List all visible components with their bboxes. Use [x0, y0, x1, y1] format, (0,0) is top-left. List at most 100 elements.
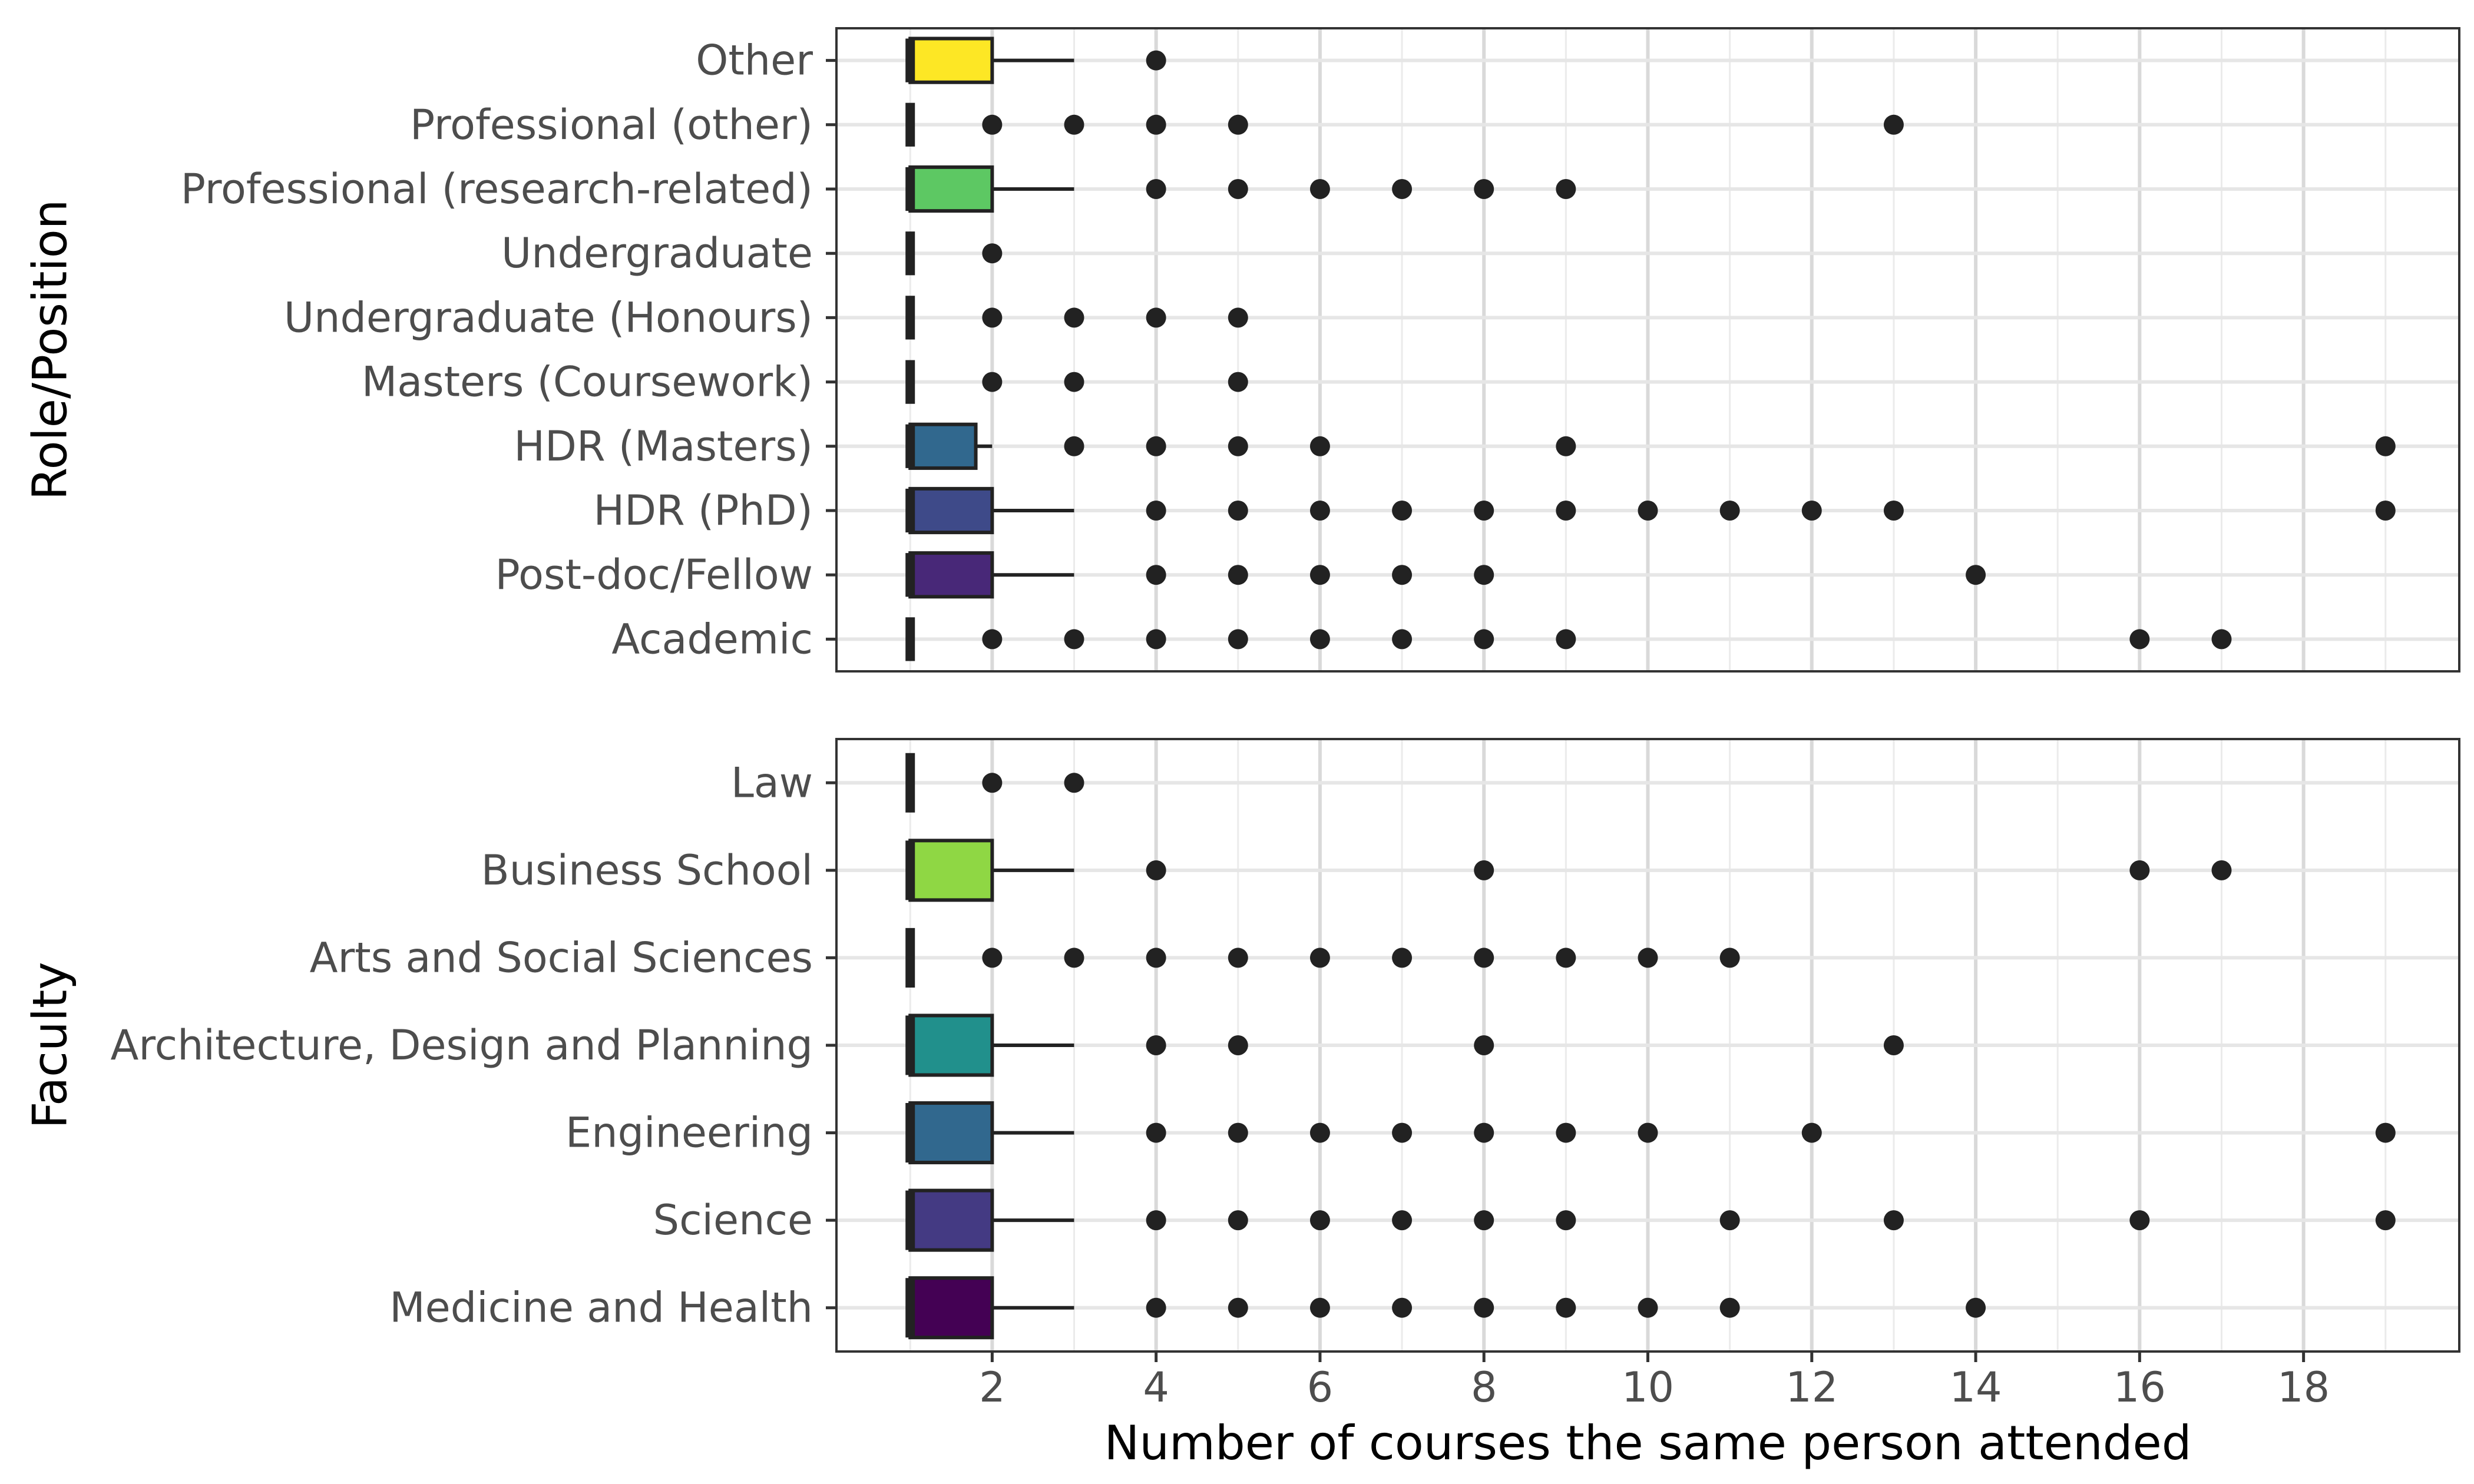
- outlier-point: [1228, 1297, 1248, 1318]
- outlier-point: [1556, 1297, 1576, 1318]
- outlier-point: [1474, 948, 1494, 968]
- outlier-point: [1309, 436, 1330, 456]
- outlier-point: [1064, 436, 1084, 456]
- outlier-point: [1064, 114, 1084, 135]
- x-tick-label: 4: [1143, 1363, 1169, 1412]
- box-body: [908, 1276, 994, 1340]
- outlier-point: [1556, 501, 1576, 521]
- box-hdr-phd: [905, 486, 2396, 535]
- x-tick-label: 2: [979, 1363, 1006, 1412]
- box-body: [908, 486, 994, 535]
- outlier-point: [1146, 50, 1166, 71]
- box-masters-coursework: [905, 360, 1248, 404]
- outlier-point: [1309, 948, 1330, 968]
- outlier-point: [1883, 1035, 1904, 1055]
- outlier-point: [1474, 179, 1494, 199]
- outlier-point: [1638, 1297, 1658, 1318]
- outlier-point: [1392, 948, 1413, 968]
- box-body: [908, 1101, 994, 1165]
- y-tick-label: Other: [696, 37, 813, 85]
- outlier-point: [1146, 1122, 1166, 1143]
- outlier-point: [2375, 436, 2396, 456]
- outlier-point: [1309, 1210, 1330, 1231]
- box-undergraduate: [905, 231, 1003, 276]
- box-body: [908, 1188, 994, 1252]
- box-other: [905, 37, 1166, 84]
- x-axis-title: Number of courses the same person attend…: [1104, 1416, 2192, 1470]
- outlier-point: [1556, 948, 1576, 968]
- y-tick-label: Undergraduate: [501, 229, 813, 277]
- y-tick-label: Law: [731, 758, 813, 807]
- outlier-point: [1309, 501, 1330, 521]
- y-tick-label: Science: [653, 1196, 813, 1244]
- panel-border: [835, 27, 2460, 673]
- box-hdr-masters: [905, 422, 2396, 470]
- x-tick-label: 14: [1950, 1363, 2002, 1412]
- outlier-point: [1638, 948, 1658, 968]
- outlier-point: [982, 372, 1003, 392]
- outlier-point: [2211, 860, 2232, 880]
- outlier-point: [1719, 1297, 1740, 1318]
- outlier-point: [1064, 307, 1084, 328]
- box-arts-and-social-sciences: [905, 928, 1740, 988]
- outlier-point: [1228, 372, 1248, 392]
- box-law: [905, 753, 1084, 813]
- outlier-point: [1146, 565, 1166, 585]
- box-architecture-design-and-planning: [905, 1013, 1904, 1077]
- outlier-point: [1719, 948, 1740, 968]
- outlier-point: [2129, 629, 2150, 650]
- outlier-point: [1228, 565, 1248, 585]
- outlier-point: [1556, 629, 1576, 650]
- outlier-point: [1556, 1122, 1576, 1143]
- outlier-point: [2375, 1122, 2396, 1143]
- outlier-point: [1146, 501, 1166, 521]
- outlier-point: [2129, 1210, 2150, 1231]
- outlier-point: [1146, 860, 1166, 880]
- y-tick-label: Business School: [481, 846, 813, 895]
- y-tick-label: Academic: [611, 615, 813, 663]
- outlier-point: [1392, 179, 1413, 199]
- outlier-point: [1146, 1035, 1166, 1055]
- y-tick-label: HDR (PhD): [593, 486, 813, 535]
- outlier-point: [1392, 1297, 1413, 1318]
- y-tick-label: Undergraduate (Honours): [284, 293, 813, 342]
- y-axis-title: Role/Position: [23, 200, 78, 501]
- y-tick-label: Arts and Social Sciences: [310, 933, 813, 982]
- outlier-point: [1146, 1210, 1166, 1231]
- x-tick-label: 6: [1307, 1363, 1334, 1412]
- outlier-point: [1719, 1210, 1740, 1231]
- outlier-point: [982, 307, 1003, 328]
- outlier-point: [1228, 436, 1248, 456]
- box-body: [908, 422, 978, 470]
- box-body: [908, 1013, 994, 1077]
- panel-role-position: Academic Post-doc/Fellow HDR (PhD) HDR (Mas…: [23, 27, 2460, 673]
- outlier-point: [1883, 1210, 1904, 1231]
- outlier-point: [1392, 629, 1413, 650]
- outlier-point: [982, 948, 1003, 968]
- outlier-point: [1392, 565, 1413, 585]
- outlier-point: [1392, 1122, 1413, 1143]
- outlier-point: [1228, 1210, 1248, 1231]
- outlier-point: [1638, 1122, 1658, 1143]
- y-axis-title: Faculty: [23, 962, 78, 1128]
- box-body: [908, 551, 994, 599]
- y-tick-label: Professional (other): [410, 101, 813, 149]
- outlier-point: [1146, 307, 1166, 328]
- outlier-point: [1228, 1122, 1248, 1143]
- outlier-point: [1064, 773, 1084, 793]
- x-tick-label: 12: [1785, 1363, 1838, 1412]
- box-medicine-and-health: [905, 1276, 1986, 1340]
- outlier-point: [1638, 501, 1658, 521]
- outlier-point: [1474, 501, 1494, 521]
- y-tick-label: Masters (Coursework): [362, 358, 813, 406]
- outlier-point: [982, 773, 1003, 793]
- outlier-point: [982, 629, 1003, 650]
- outlier-point: [2375, 1210, 2396, 1231]
- outlier-point: [1309, 1122, 1330, 1143]
- y-tick-label: Post-doc/Fellow: [495, 551, 813, 599]
- outlier-point: [1064, 372, 1084, 392]
- y-tick-label: Engineering: [565, 1109, 813, 1157]
- outlier-point: [1883, 114, 1904, 135]
- outlier-point: [1228, 179, 1248, 199]
